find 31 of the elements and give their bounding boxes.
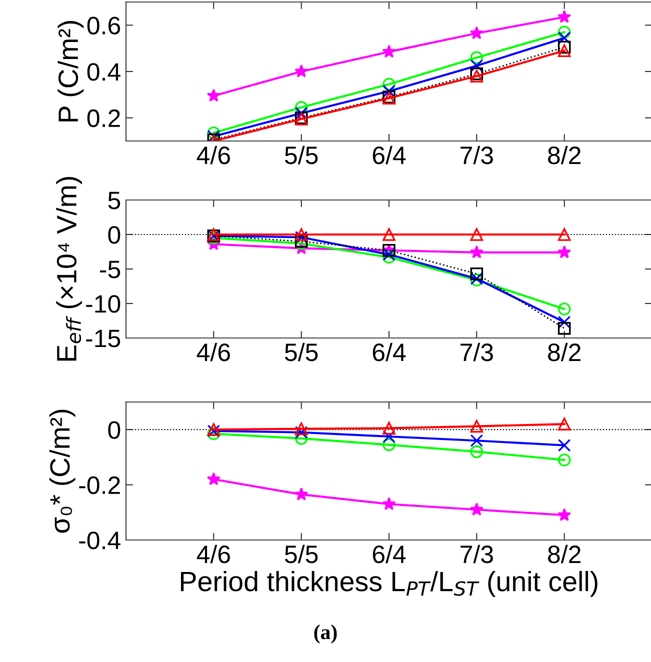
x-tick-label: 7/3 <box>460 146 493 164</box>
x-tick-label: 8/2 <box>548 146 580 164</box>
y-tick-label: -10 <box>86 295 120 313</box>
y-axis-title: E$_{eff}$ (×10⁴ V/m) <box>56 177 82 361</box>
x-tick-label: 7/3 <box>460 342 493 362</box>
x-tick-label: 6/4 <box>372 342 406 362</box>
x-tick-label: 8/2 <box>548 544 580 564</box>
x-tick-label: 4/6 <box>196 544 230 564</box>
y-tick-label: 0.4 <box>87 63 120 81</box>
x-tick-label: 6/4 <box>372 146 406 164</box>
x-tick-label: 7/3 <box>460 544 493 564</box>
y-tick-label: 0 <box>108 226 120 244</box>
x-tick-label: 5/5 <box>284 544 318 564</box>
y-tick-label: -15 <box>86 330 120 348</box>
y-tick-label: -0.2 <box>79 476 120 494</box>
y-tick-label: -5 <box>100 260 120 278</box>
y-axis-title: σ₀* (C/m²) <box>49 410 76 533</box>
x-tick-label: 4/6 <box>196 146 230 164</box>
x-tick-label: 5/5 <box>284 342 318 362</box>
x-tick-label: 5/5 <box>284 146 318 164</box>
x-tick-label: 8/2 <box>548 342 580 362</box>
x-axis-title: Period thickness L$_{PT}$/L$_{ST}$ (unit cell) <box>181 570 598 597</box>
y-axis-title: P (C/m²) <box>58 21 84 122</box>
x-tick-label: 6/4 <box>372 544 406 564</box>
x-tick-label: 4/6 <box>196 342 230 362</box>
y-tick-label: -0.4 <box>79 532 120 550</box>
y-tick-label: 5 <box>108 192 120 210</box>
y-tick-label: 0.2 <box>87 109 120 128</box>
y-tick-label: 0 <box>108 421 120 439</box>
y-tick-label: 0.6 <box>87 16 120 34</box>
text: (a) <box>314 624 337 644</box>
